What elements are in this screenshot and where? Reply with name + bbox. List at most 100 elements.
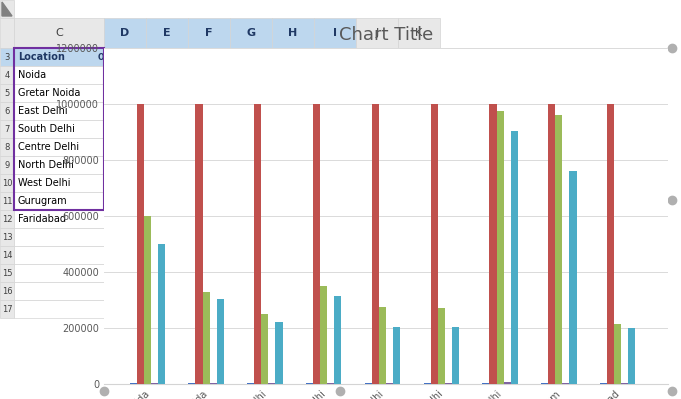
Bar (482, 383, 490, 384)
Bar (398, 102, 440, 120)
Bar (230, 264, 272, 282)
Bar (398, 138, 440, 156)
Text: 9: 9 (4, 160, 10, 170)
Bar (314, 210, 356, 228)
Bar (104, 120, 146, 138)
Bar (0, 156, 14, 174)
Bar (621, 383, 629, 384)
Bar (600, 383, 607, 384)
Bar (0, 138, 14, 156)
Bar (188, 120, 230, 138)
Bar (272, 48, 314, 66)
Bar (146, 48, 188, 66)
Bar (541, 383, 548, 384)
Bar (313, 104, 320, 384)
Bar (0, 300, 14, 318)
Bar (14, 192, 104, 210)
Text: Centre Delhi: Centre Delhi (18, 142, 79, 152)
Bar (14, 120, 104, 138)
Bar (188, 264, 230, 282)
Text: 5: 5 (4, 89, 10, 97)
Text: West Delhi: West Delhi (18, 178, 71, 188)
Bar (314, 246, 356, 264)
Bar (104, 102, 146, 120)
Bar (188, 102, 230, 120)
Bar (158, 244, 165, 384)
Bar (14, 18, 104, 48)
Text: F: F (205, 28, 212, 38)
Text: E: E (163, 28, 171, 38)
Bar (188, 84, 230, 102)
Bar (398, 210, 440, 228)
Bar (14, 48, 104, 66)
Text: Target: Target (153, 53, 181, 61)
Bar (356, 174, 398, 192)
Bar (14, 228, 104, 246)
Bar (104, 192, 146, 210)
Text: Gurugram: Gurugram (18, 196, 67, 206)
Bar (272, 174, 314, 192)
Bar (356, 264, 398, 282)
Text: H: H (288, 28, 298, 38)
Bar (275, 322, 283, 384)
Bar (379, 307, 386, 384)
Bar (14, 66, 104, 84)
Bar (356, 66, 398, 84)
Bar (146, 138, 188, 156)
Bar (356, 18, 398, 48)
Bar (398, 300, 440, 318)
Bar (490, 104, 496, 384)
Bar (230, 84, 272, 102)
Bar (230, 120, 272, 138)
Bar (607, 104, 614, 384)
Bar (0, 102, 14, 120)
Bar (146, 18, 188, 48)
Text: 17: 17 (1, 304, 12, 314)
Bar (0, 246, 14, 264)
Title: Chart Title: Chart Title (339, 26, 433, 43)
Bar (268, 383, 275, 384)
Bar (146, 300, 188, 318)
Bar (189, 383, 195, 384)
Text: J: J (375, 28, 379, 38)
Bar (188, 66, 230, 84)
Bar (398, 264, 440, 282)
Bar (14, 138, 104, 156)
Bar (188, 192, 230, 210)
Text: Payment Received: Payment Received (253, 53, 333, 61)
Bar (272, 102, 314, 120)
Bar (314, 156, 356, 174)
Bar (452, 327, 459, 384)
Bar (230, 18, 272, 48)
Bar (272, 120, 314, 138)
Bar (398, 120, 440, 138)
Bar (210, 383, 217, 384)
Bar (272, 138, 314, 156)
Bar (146, 84, 188, 102)
Bar (272, 84, 314, 102)
Bar (129, 383, 137, 384)
Text: 11: 11 (2, 196, 12, 205)
Bar (272, 66, 314, 84)
Bar (320, 286, 327, 384)
Bar (104, 264, 146, 282)
Bar (398, 18, 440, 48)
Bar (334, 296, 341, 384)
Bar (314, 282, 356, 300)
Bar (230, 48, 272, 66)
Bar (386, 383, 393, 384)
Bar (151, 383, 158, 384)
Text: Noida: Noida (18, 70, 46, 80)
Bar (146, 174, 188, 192)
Bar (146, 156, 188, 174)
Bar (230, 246, 272, 264)
Bar (314, 18, 356, 48)
Bar (188, 174, 230, 192)
Bar (496, 111, 503, 384)
Text: South Delhi: South Delhi (18, 124, 75, 134)
Bar (14, 102, 104, 120)
Bar (188, 228, 230, 246)
Bar (230, 300, 272, 318)
Bar (563, 383, 569, 384)
Bar (0, 192, 14, 210)
